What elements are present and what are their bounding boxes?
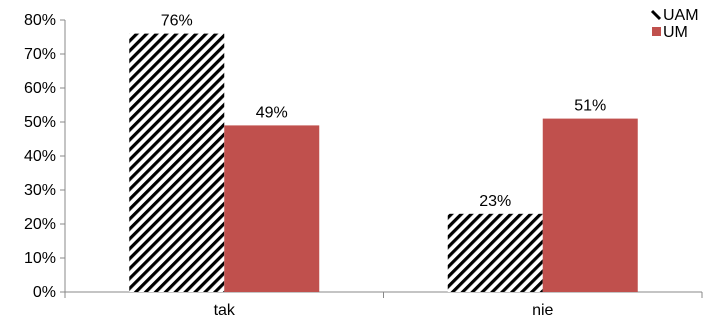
category-label: nie xyxy=(532,302,553,319)
y-tick-label: 0% xyxy=(33,284,56,301)
y-tick-label: 40% xyxy=(24,148,56,165)
data-label: 23% xyxy=(479,193,511,210)
data-label: 49% xyxy=(256,104,288,121)
y-tick-label: 20% xyxy=(24,216,56,233)
data-label: 51% xyxy=(574,98,606,115)
y-tick-label: 30% xyxy=(24,182,56,199)
category-labels: tak nie xyxy=(214,302,554,319)
bars xyxy=(129,33,638,293)
y-tick-label: 60% xyxy=(24,80,56,97)
bar-um-tak xyxy=(224,125,320,293)
data-labels: 76% 49% 23% 51% xyxy=(161,13,607,210)
y-tick-label: 10% xyxy=(24,250,56,267)
data-label: 76% xyxy=(161,13,193,30)
y-tick-label: 70% xyxy=(24,46,56,63)
y-tick-label: 80% xyxy=(24,12,56,29)
y-tick-label: 50% xyxy=(24,114,56,131)
legend-swatch xyxy=(652,27,661,36)
legend-label: UM xyxy=(663,24,688,41)
y-axis-ticks: 0% 10% 20% 30% 40% 50% 60% 70% 80% xyxy=(24,12,65,301)
bar-um-nie xyxy=(542,118,638,292)
legend-swatch xyxy=(650,9,662,21)
category-label: tak xyxy=(214,302,236,319)
bar-uam-nie xyxy=(447,213,543,292)
bar-uam-tak xyxy=(129,33,225,292)
legend-label: UAM xyxy=(663,7,699,24)
x-axis xyxy=(64,291,703,298)
